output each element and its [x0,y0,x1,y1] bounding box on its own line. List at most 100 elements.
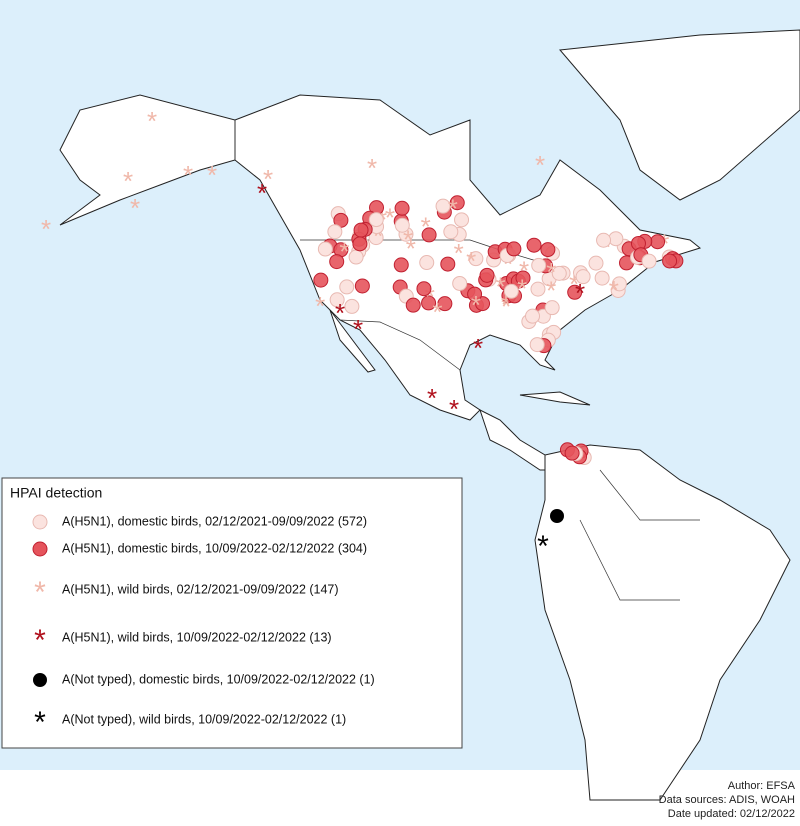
detection-marker [594,270,610,286]
detection-marker [608,231,624,247]
detection-marker: * [385,203,395,233]
legend-item: A(H5N1), wild birds, 02/12/2021-09/09/20… [62,582,339,596]
legend-item: A(H5N1), domestic birds, 02/12/2021-09/0… [62,514,367,528]
detection-marker [526,237,542,253]
detection-marker [567,284,583,300]
detection-marker [515,270,531,286]
legend-box [1,477,463,749]
detection-marker [394,217,410,233]
credits: Author: EFSA Data sources: ADIS, WOAH Da… [659,780,796,820]
legend: HPAI detection A(H5N1), domestic birds, … [1,477,463,749]
detection-marker: * [373,221,383,251]
detection-marker: * [449,394,459,424]
detection-marker [443,224,459,240]
detection-marker: * [432,297,442,327]
detection-marker [650,234,666,250]
detection-marker: * [503,249,513,279]
detection-marker: * [123,166,133,196]
detection-marker [449,195,465,211]
detection-marker: * [41,214,51,244]
detection-marker: * [517,273,527,303]
detection-marker [564,445,580,461]
detection-marker [394,200,410,216]
detection-marker [313,272,329,288]
detection-marker: * [147,106,157,136]
detection-marker [327,224,343,240]
detection-marker [368,212,384,228]
detection-marker: * [367,153,377,183]
detection-marker: * [501,291,511,321]
detection-marker [596,232,612,248]
detection-marker [468,251,484,267]
detection-marker: * [546,257,556,287]
alaska [59,94,236,226]
detection-marker [525,308,541,324]
legend-item: A(H5N1), domestic birds, 10/09/2022-02/1… [62,541,367,555]
detection-marker [435,198,451,214]
detection-marker: * [421,211,431,241]
detection-marker: * [537,530,549,563]
detection-marker [440,256,456,272]
legend-symbol: * [34,576,46,609]
detection-marker [575,269,591,285]
credit: Date updated: 02/12/2022 [668,808,795,820]
detection-marker [662,253,678,269]
detection-marker [550,509,564,523]
cuba [519,391,591,406]
detection-marker: * [335,298,345,328]
detection-marker: * [473,333,483,363]
south-america [534,444,791,801]
detection-marker: * [353,314,363,344]
detection-marker [419,255,435,271]
credit: Data sources: ADIS, WOAH [659,794,795,806]
detection-marker [503,283,519,299]
detection-marker [437,296,453,312]
detection-marker [531,257,547,273]
credit: Author: EFSA [728,780,796,792]
detection-marker: * [519,256,529,286]
detection-marker [467,286,483,302]
detection-marker: * [448,193,458,223]
detection-marker [348,249,364,265]
detection-marker [421,227,437,243]
legend-symbol [33,673,47,687]
detection-marker: * [315,291,325,321]
detection-marker [339,279,355,295]
detections: ********* **** ** *** * ****** * * * * *** **** ****… [41,106,684,563]
detection-marker [641,253,657,269]
detection-marker [329,254,345,270]
north-america [234,94,702,421]
legend-symbol [32,514,48,530]
detection-marker: * [406,233,416,263]
baja [329,309,376,373]
detection-marker: * [339,236,349,266]
detection-marker: * [609,275,619,305]
detection-marker [344,298,360,314]
legend-symbol: * [34,624,46,657]
borders [234,120,700,601]
detection-marker [421,295,437,311]
detection-marker: * [471,290,481,320]
detection-marker [530,281,546,297]
detection-marker [611,276,627,292]
detection-marker: * [207,160,217,190]
detection-marker [479,267,495,283]
detection-marker [329,292,345,308]
detection-marker: * [569,269,579,299]
detection-marker [540,242,556,258]
detection-marker [454,212,470,228]
detection-marker [353,222,369,238]
detection-marker [393,257,409,273]
detection-marker [416,281,432,297]
detection-marker [529,337,545,353]
detection-marker: * [501,290,511,320]
legend-symbol [32,541,48,557]
detection-marker: * [257,178,267,208]
detection-marker: * [546,276,556,306]
legend-item: A(Not typed), wild birds, 10/09/2022-02/… [62,712,346,726]
detection-marker [352,236,368,252]
detection-marker [354,278,370,294]
detection-marker [588,255,604,271]
detection-marker: * [535,150,545,180]
